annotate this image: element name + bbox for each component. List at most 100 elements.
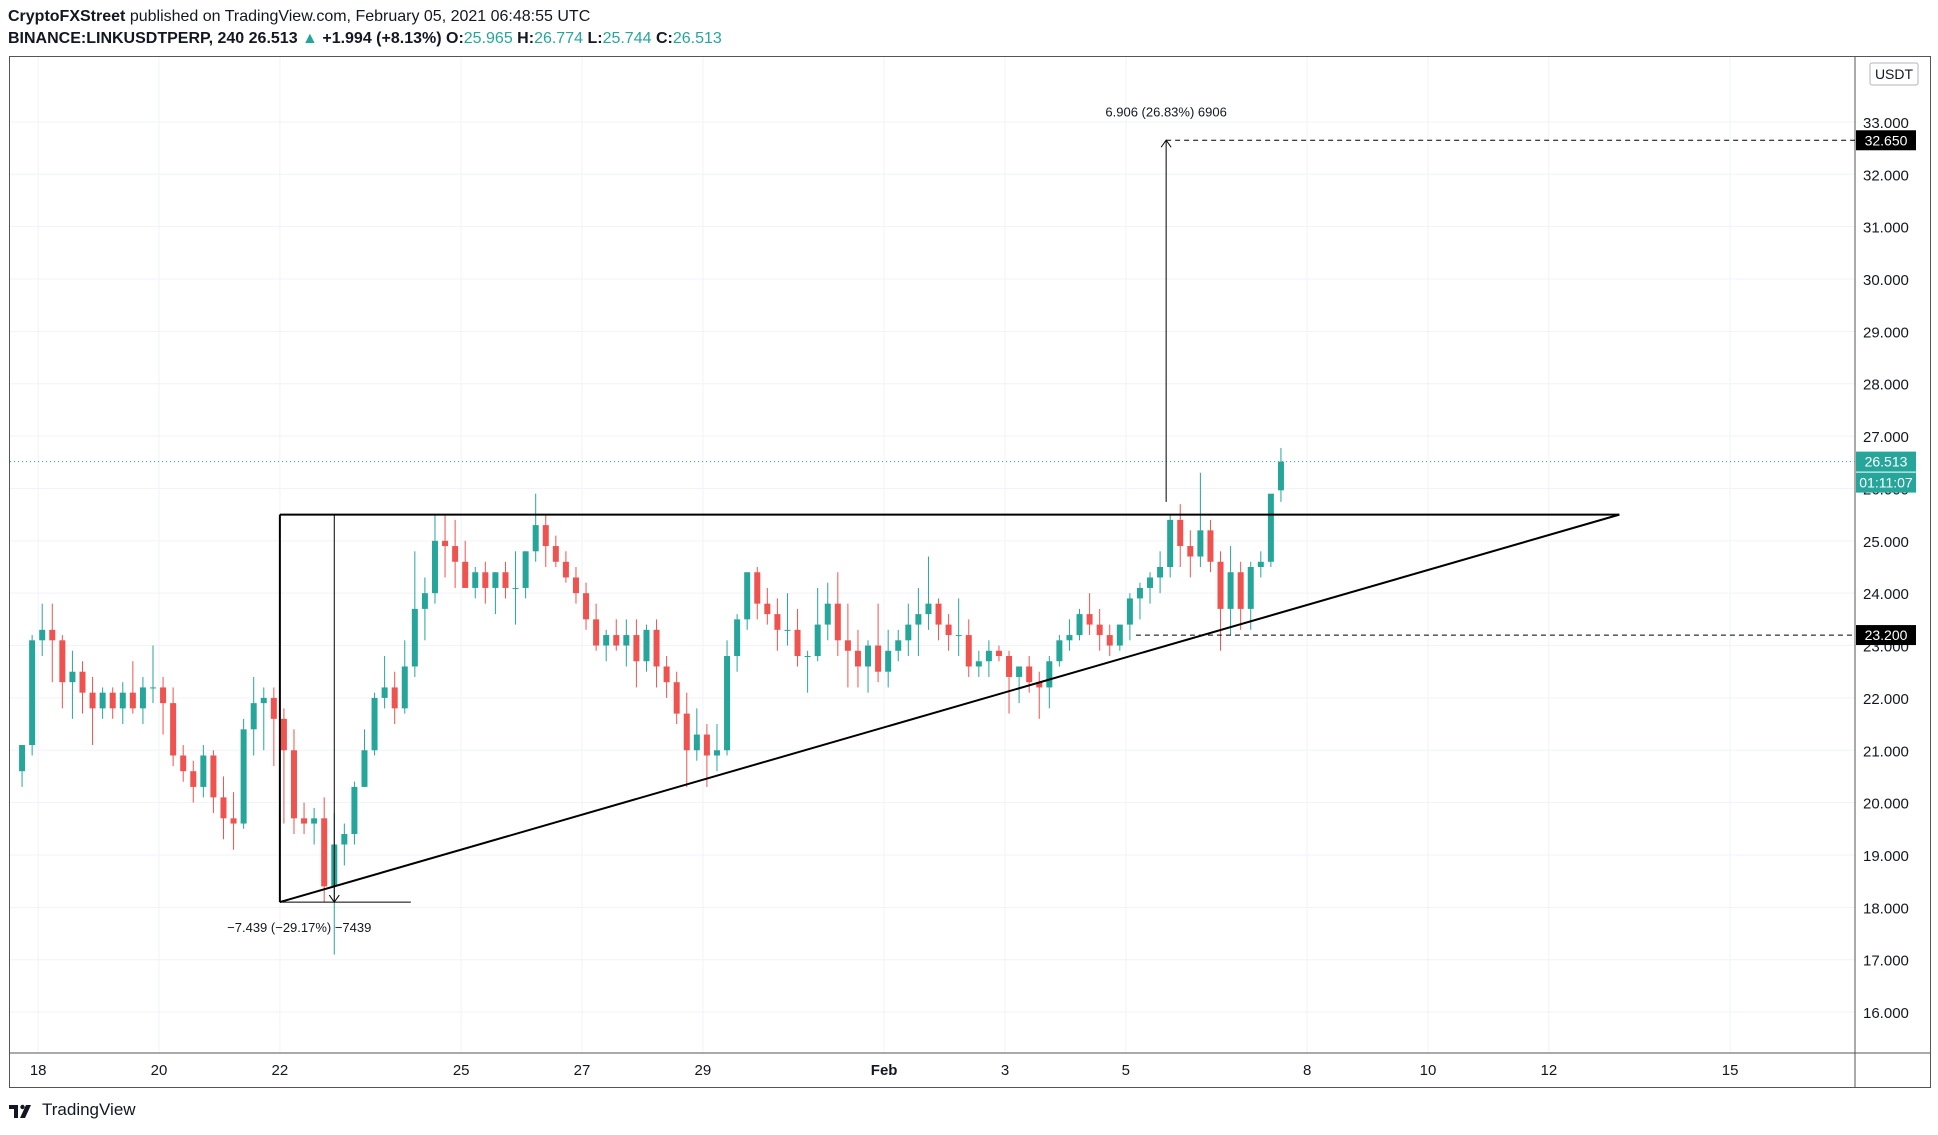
candle-body [1066, 635, 1073, 641]
measure-down-label: −7.439 (−29.17%) −7439 [227, 920, 371, 935]
currency-badge [1869, 62, 1919, 86]
candle-body [180, 755, 187, 772]
support-price-label-box [1856, 625, 1916, 646]
support-price-label: 23.200 [1865, 627, 1908, 643]
footer: TradingView [8, 1100, 136, 1120]
candle-body [673, 682, 680, 714]
symbol-line: BINANCE:LINKUSDTPERP, 240 26.513 ▲ +1.99… [8, 28, 722, 50]
target-price-label: 32.650 [1865, 132, 1908, 148]
price-tick-label: 24.000 [1863, 586, 1909, 603]
candle-body [361, 750, 368, 787]
candle-body [995, 650, 1002, 657]
candle-body [915, 614, 922, 625]
price-tick-label: 20.000 [1863, 796, 1909, 813]
candle-body [713, 750, 720, 756]
candle-body [311, 818, 318, 824]
candle-body [69, 671, 76, 683]
candle-body [1086, 614, 1093, 625]
current-price-label-box [1856, 451, 1916, 472]
time-tick-label: Feb [871, 1062, 898, 1079]
candle-body [190, 771, 197, 787]
candle-body [865, 645, 872, 667]
high-value: 26.774 [534, 30, 583, 47]
candle-body [1227, 572, 1234, 609]
candle-body [1056, 640, 1063, 662]
time-axis[interactable]: 18 20 22 25 27 29 Feb 3 5 8 10 12 15 [10, 1052, 1930, 1079]
candle-body [1046, 661, 1053, 688]
time-tick-label: 12 [1540, 1062, 1557, 1079]
low-value: 25.744 [602, 30, 652, 47]
countdown-label: 01:11:07 [1859, 475, 1913, 491]
candle-body [1106, 635, 1113, 646]
candle-body [613, 635, 620, 646]
candles [19, 447, 1284, 955]
candle-body [1076, 614, 1083, 636]
candle-body [945, 624, 952, 636]
candle-body [29, 640, 36, 746]
candle-body [89, 692, 96, 709]
price-tick-label: 32.000 [1863, 167, 1909, 184]
candle-body [492, 572, 499, 588]
candle-body [643, 629, 650, 662]
drawings: −7.439 (−29.17%) −7439 6.906 (26.83%) 690… [10, 104, 1855, 935]
candle-body [1096, 624, 1103, 636]
time-tick-label: 29 [695, 1062, 712, 1079]
candle-body [1036, 682, 1043, 688]
price-tick-label: 29.000 [1863, 324, 1909, 341]
price-tick-label: 17.000 [1863, 953, 1909, 970]
candle-body [794, 629, 801, 657]
candle-body [452, 546, 459, 562]
footer-brand[interactable]: TradingView [42, 1100, 136, 1119]
candle-body [623, 635, 630, 646]
candle-body [603, 635, 610, 646]
candle-body [985, 650, 992, 662]
candle-body [381, 687, 388, 698]
price-tick-label: 16.000 [1863, 1005, 1909, 1022]
candle-body [421, 593, 428, 609]
time-tick-label: 22 [272, 1062, 289, 1079]
publish-line: CryptoFXStreet published on TradingView.… [8, 6, 722, 28]
candle-body [1277, 461, 1284, 491]
time-tick-label: 5 [1122, 1062, 1130, 1079]
candle-body [895, 640, 902, 651]
candle-body [240, 729, 247, 824]
axis-price-labels: 32.650 23.200 26.513 01:11:07 [1856, 130, 1916, 646]
candle-body [351, 786, 358, 835]
candle-body [754, 572, 761, 604]
chart-frame[interactable]: 16.000 17.000 18.000 19.000 20.000 21.000 22.0… [9, 56, 1931, 1088]
candle-body [1136, 587, 1143, 599]
candle-body [1257, 561, 1264, 567]
candle-body [532, 525, 539, 552]
candle-body [79, 671, 86, 693]
candle-body [250, 703, 257, 730]
price-tick-label: 25.000 [1863, 534, 1909, 551]
candle-body [482, 572, 489, 588]
candle-body [1217, 561, 1224, 609]
candle-body [734, 619, 741, 657]
candle-body [693, 734, 700, 751]
time-tick-label: 15 [1722, 1062, 1739, 1079]
candle-body [834, 603, 841, 641]
symbol-name: BINANCE:LINKUSDTPERP, 240 [8, 30, 245, 47]
candle-body [1177, 519, 1184, 547]
current-price-label: 26.513 [1865, 454, 1908, 470]
candle-body [955, 635, 962, 637]
time-tick-label: 3 [1001, 1062, 1009, 1079]
candle-body [583, 593, 590, 620]
candlestick-chart[interactable]: 16.000 17.000 18.000 19.000 20.000 21.000 22.0… [10, 57, 1930, 1087]
candle-body [975, 661, 982, 667]
candle-body [321, 818, 328, 887]
candle-body [401, 666, 408, 709]
candle-body [935, 603, 942, 625]
candle-body [129, 692, 136, 709]
candle-body [774, 614, 781, 630]
candle-body [724, 656, 731, 751]
candle-body [844, 640, 851, 651]
candle-body [149, 687, 156, 689]
publisher-name[interactable]: CryptoFXStreet [8, 8, 126, 25]
candle-body [1167, 519, 1174, 567]
measure-down-arrowhead [328, 894, 340, 903]
candle-body [875, 645, 882, 672]
price-axis[interactable]: 16.000 17.000 18.000 19.000 20.000 21.000 22.0… [1854, 57, 1919, 1087]
candle-body [653, 629, 660, 667]
